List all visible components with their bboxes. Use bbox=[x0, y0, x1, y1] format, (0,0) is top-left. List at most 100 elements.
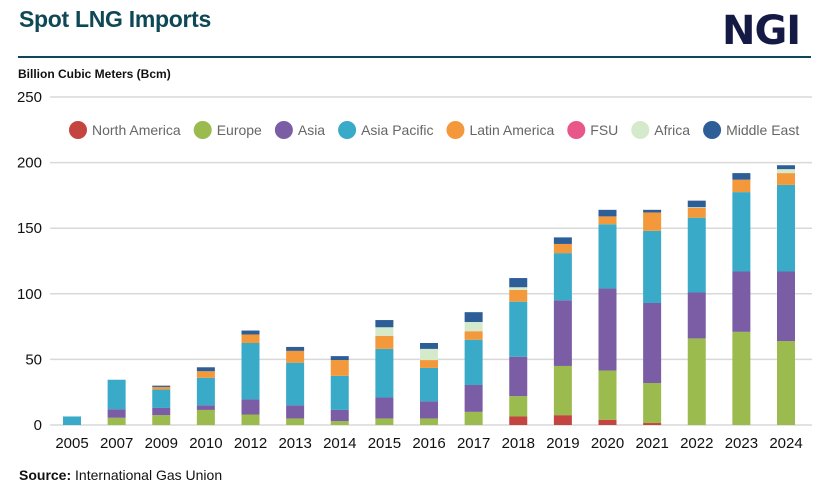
bar-segment-europe bbox=[375, 418, 394, 425]
legend-label: Europe bbox=[217, 122, 262, 138]
y-tick-label: 250 bbox=[17, 89, 42, 106]
bar-segment-latin-america bbox=[375, 335, 394, 349]
bar-segment-middle-east bbox=[643, 209, 662, 213]
bar-segment-europe bbox=[732, 331, 751, 425]
bar-segment-asia-pacific bbox=[152, 389, 171, 408]
bar-segment-asia bbox=[643, 302, 662, 384]
bar-segment-asia bbox=[732, 271, 751, 332]
y-axis-label: Billion Cubic Meters (Bcm) bbox=[18, 67, 171, 81]
bar-segment-north-america bbox=[643, 423, 662, 425]
bar-segment-asia bbox=[509, 356, 528, 397]
x-tick-label: 2009 bbox=[145, 435, 178, 452]
bar-segment-europe bbox=[196, 409, 215, 425]
bar-segment-asia-pacific bbox=[777, 184, 795, 272]
bar-segment-asia bbox=[375, 397, 394, 419]
legend-marker-africa bbox=[631, 121, 650, 139]
y-tick-label: 150 bbox=[17, 220, 42, 237]
bar-segment-asia-pacific bbox=[687, 217, 706, 293]
bar-segment-middle-east bbox=[286, 346, 305, 351]
bar-segment-europe bbox=[509, 396, 528, 417]
bar-segment-africa bbox=[509, 287, 528, 290]
bar-segment-europe bbox=[107, 417, 126, 425]
bar-segment-latin-america bbox=[687, 207, 706, 218]
legend-label: North America bbox=[92, 122, 181, 138]
bar-segment-asia bbox=[553, 300, 572, 366]
x-tick-label: 2020 bbox=[591, 435, 624, 452]
y-tick-label: 50 bbox=[25, 351, 42, 368]
x-tick-label: 2016 bbox=[412, 435, 445, 452]
bar-segment-asia bbox=[420, 401, 438, 419]
x-tick-label: 2012 bbox=[234, 435, 267, 452]
bar-segment-latin-america bbox=[732, 179, 751, 193]
bar-segment-north-america bbox=[553, 415, 572, 425]
bar-segment-middle-east bbox=[196, 367, 215, 372]
bar-segment-asia-pacific bbox=[420, 367, 438, 402]
x-tick-label: 2018 bbox=[502, 435, 535, 452]
bar-segment-latin-america bbox=[553, 243, 572, 254]
bar-segment-middle-east bbox=[553, 237, 572, 244]
legend-label: Latin America bbox=[469, 122, 554, 138]
x-tick-label: 2023 bbox=[725, 435, 758, 452]
bar-segment-north-america bbox=[598, 419, 617, 425]
bar-segment-asia bbox=[196, 405, 215, 410]
legend-marker-latin-america bbox=[446, 121, 465, 139]
bar-segment-asia-pacific bbox=[598, 224, 617, 289]
bar-segment-middle-east bbox=[598, 209, 617, 217]
bar-segment-latin-america bbox=[330, 360, 349, 376]
legend-label: FSU bbox=[590, 122, 618, 138]
bar-segment-asia-pacific bbox=[241, 343, 260, 400]
x-tick-label: 2017 bbox=[457, 435, 490, 452]
bar-segment-asia-pacific bbox=[732, 192, 751, 272]
legend-label: Asia bbox=[298, 122, 325, 138]
legend-marker-asia bbox=[274, 121, 293, 139]
x-tick-label: 2024 bbox=[769, 435, 802, 452]
x-tick-label: 2015 bbox=[368, 435, 401, 452]
bar-segment-africa bbox=[420, 348, 438, 361]
bar-segment-europe bbox=[777, 341, 795, 425]
header-divider bbox=[18, 56, 811, 58]
bar-segment-middle-east bbox=[241, 330, 260, 335]
bar-segment-europe bbox=[598, 370, 617, 420]
bar-segment-europe bbox=[241, 414, 260, 425]
x-tick-label: 2014 bbox=[323, 435, 356, 452]
bar-segment-asia-pacific bbox=[553, 253, 572, 301]
bar-segment-europe bbox=[152, 415, 171, 425]
bar-segment-latin-america bbox=[509, 289, 528, 302]
chart-title: Spot LNG Imports bbox=[19, 6, 211, 32]
bar-segment-asia bbox=[286, 405, 305, 419]
bar-segment-asia bbox=[777, 271, 795, 342]
bar-segment-middle-east bbox=[375, 320, 394, 328]
bar-segment-latin-america bbox=[464, 331, 483, 340]
bar-segment-europe bbox=[687, 338, 706, 425]
x-tick-label: 2021 bbox=[635, 435, 668, 452]
ngi-logo: NGI bbox=[722, 8, 801, 54]
bar-segment-latin-america bbox=[420, 360, 438, 368]
bar-segment-middle-east bbox=[420, 343, 438, 349]
bar-segment-africa bbox=[777, 169, 795, 174]
bar-segment-middle-east bbox=[152, 385, 171, 387]
source-text: International Gas Union bbox=[75, 467, 223, 483]
bar-segment-europe bbox=[464, 411, 483, 425]
bar-segment-north-america bbox=[509, 416, 528, 425]
bar-segment-asia bbox=[464, 384, 483, 412]
bar-segment-middle-east bbox=[687, 200, 706, 208]
bar-segment-middle-east bbox=[732, 173, 751, 180]
legend-marker-fsu bbox=[567, 121, 586, 139]
bar-segment-europe bbox=[643, 383, 662, 424]
source-label: Source: bbox=[19, 467, 72, 483]
x-tick-label: 2013 bbox=[278, 435, 311, 452]
y-tick-label: 0 bbox=[34, 417, 42, 434]
bar-segment-europe bbox=[286, 418, 305, 425]
bar-segment-europe bbox=[553, 365, 572, 416]
bar-segment-asia bbox=[687, 292, 706, 339]
bar-segment-latin-america bbox=[152, 386, 171, 390]
bar-segment-middle-east bbox=[464, 312, 483, 323]
legend-marker-middle-east bbox=[703, 121, 722, 139]
bar-segment-asia bbox=[330, 409, 349, 422]
bar-segment-asia bbox=[598, 288, 617, 371]
bar-segment-africa bbox=[375, 327, 394, 336]
legend-label: Middle East bbox=[726, 122, 799, 138]
bar-segment-asia-pacific bbox=[107, 379, 126, 410]
bar-segment-asia-pacific bbox=[63, 416, 81, 425]
bar-segment-asia bbox=[107, 409, 126, 418]
